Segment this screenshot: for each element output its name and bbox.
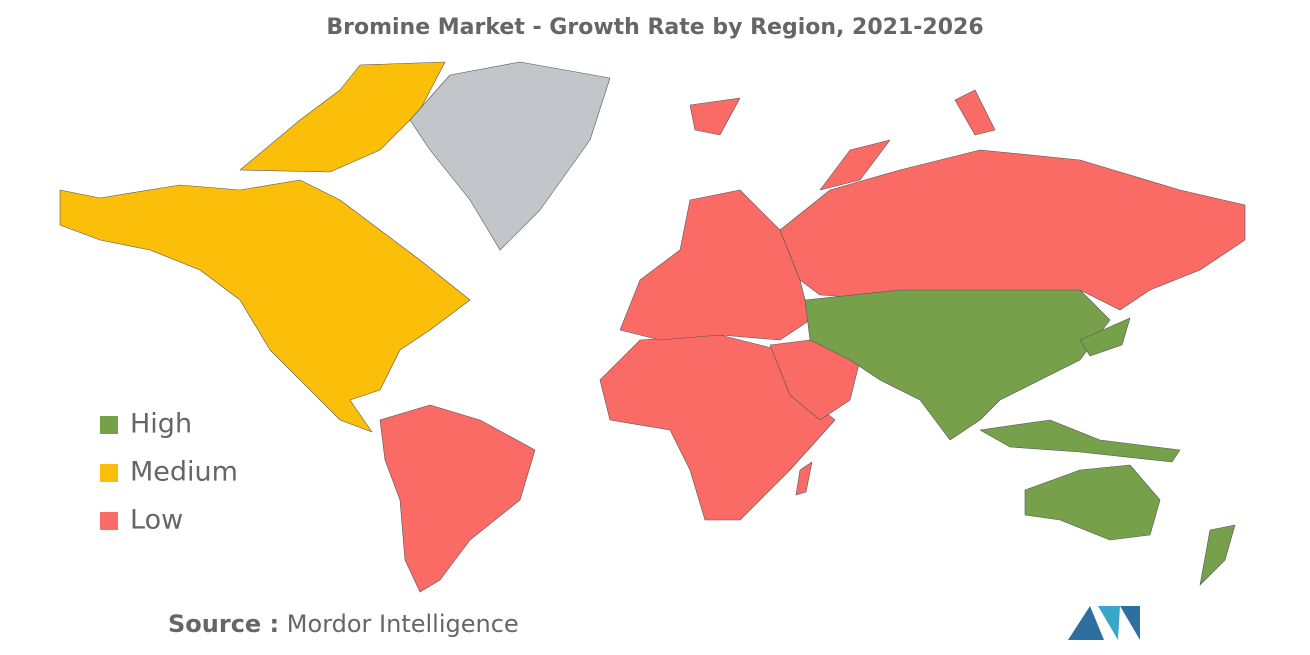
legend-label: Medium xyxy=(130,457,238,488)
logo-shape xyxy=(1120,606,1140,640)
logo-shape xyxy=(1098,606,1120,640)
title: Bromine Market - Growth Rate by Region, … xyxy=(326,15,983,40)
legend-swatch xyxy=(100,512,118,530)
north-america xyxy=(59,179,471,433)
legend-swatch xyxy=(100,464,118,482)
south-america xyxy=(379,404,536,593)
legend-label: High xyxy=(130,409,192,440)
arctic-russia xyxy=(689,89,996,191)
africa xyxy=(599,334,836,521)
logo-shape xyxy=(1068,606,1104,640)
new-zealand xyxy=(1199,524,1236,586)
legend-swatch xyxy=(100,416,118,434)
arctic-islands xyxy=(239,61,446,173)
indonesia xyxy=(979,419,1181,463)
source-label: Source : xyxy=(168,610,279,638)
legend-label: Low xyxy=(130,505,183,536)
source-text: Mordor Intelligence xyxy=(287,610,519,638)
greenland xyxy=(409,61,611,251)
australia xyxy=(1024,464,1161,541)
asia xyxy=(804,289,1111,441)
europe xyxy=(619,189,811,341)
japan xyxy=(1079,317,1131,357)
source: Source : Mordor Intelligence xyxy=(168,610,519,638)
world-map xyxy=(59,61,1246,593)
logo xyxy=(1068,606,1140,640)
legend: High Medium Low xyxy=(100,409,238,536)
madagascar xyxy=(795,461,813,496)
